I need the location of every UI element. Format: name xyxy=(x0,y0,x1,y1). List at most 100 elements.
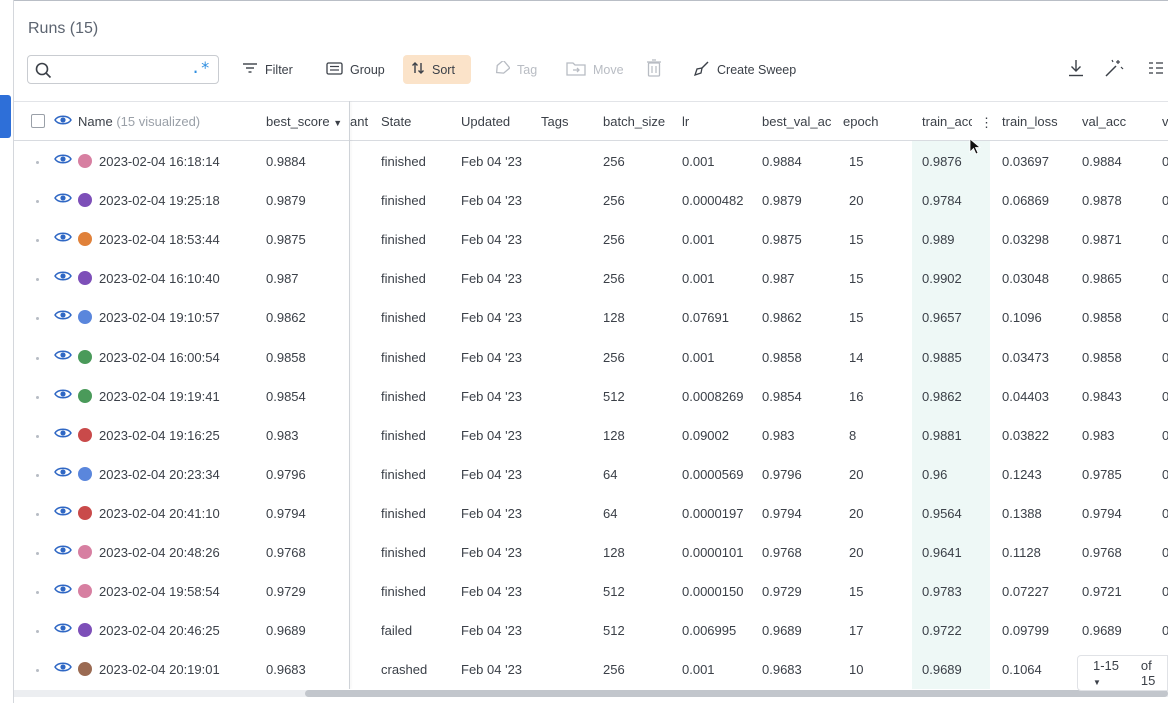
row-drag-handle[interactable] xyxy=(36,552,39,555)
run-name-link[interactable]: 2023-02-04 19:19:41 xyxy=(99,388,220,404)
table-row[interactable]: 2023-02-04 19:16:25 0.983 finished Feb 04 '… xyxy=(14,417,1168,456)
row-drag-handle[interactable] xyxy=(36,591,39,595)
table-row[interactable]: 2023-02-04 18:53:44 0.9875 finished Feb 04 … xyxy=(14,221,1168,260)
tag-button[interactable]: Tag xyxy=(486,55,545,84)
run-name-link[interactable]: 2023-02-04 20:48:26 xyxy=(99,545,220,560)
search-input[interactable]: .* xyxy=(27,55,219,84)
page-range-select[interactable]: 1-15 ▼ xyxy=(1093,658,1120,687)
row-drag-handle[interactable] xyxy=(36,434,39,438)
run-color-swatch[interactable] xyxy=(78,154,92,168)
create-sweep-button[interactable]: Create Sweep xyxy=(686,55,804,84)
run-color-swatch[interactable] xyxy=(78,232,92,247)
run-name-link[interactable]: 2023-02-04 20:46:25 xyxy=(99,623,220,639)
eye-icon[interactable] xyxy=(54,426,72,445)
column-header-truncated[interactable]: ant xyxy=(350,114,369,129)
row-drag-handle[interactable] xyxy=(36,200,39,204)
run-name-link[interactable]: 2023-02-04 16:00:54 xyxy=(99,349,220,365)
group-button[interactable]: Group xyxy=(318,55,393,84)
row-drag-handle[interactable] xyxy=(36,669,39,673)
row-drag-handle[interactable] xyxy=(36,278,39,282)
column-header-train-acc[interactable]: train_acc xyxy=(922,114,972,129)
table-row[interactable]: 2023-02-04 20:46:25 0.9689 failed Feb 04 '2… xyxy=(14,612,1168,651)
run-name-link[interactable]: 2023-02-04 20:23:34 xyxy=(99,466,220,482)
row-drag-handle[interactable] xyxy=(36,630,39,634)
column-header-epoch[interactable]: epoch xyxy=(843,114,879,129)
download-button[interactable] xyxy=(1064,55,1088,84)
regex-toggle[interactable]: .* xyxy=(190,58,210,77)
eye-icon[interactable] xyxy=(54,621,72,640)
select-all-checkbox[interactable] xyxy=(31,114,45,128)
row-drag-handle[interactable] xyxy=(36,512,39,516)
eye-icon[interactable] xyxy=(54,348,72,367)
row-drag-handle[interactable] xyxy=(36,356,39,360)
eye-icon[interactable] xyxy=(54,387,72,406)
row-drag-handle[interactable] xyxy=(36,317,39,321)
column-header-batch-size[interactable]: batch_size xyxy=(603,114,666,129)
run-name-link[interactable]: 2023-02-04 19:25:18 xyxy=(99,193,220,209)
run-color-swatch[interactable] xyxy=(78,349,92,364)
filter-button[interactable]: Filter xyxy=(234,55,301,84)
table-row[interactable]: 2023-02-04 19:58:54 0.9729 finished Feb 04 … xyxy=(14,573,1168,612)
run-color-swatch[interactable] xyxy=(78,193,92,208)
column-header-val-acc[interactable]: val_acc xyxy=(1082,114,1127,129)
table-row[interactable]: 2023-02-04 20:41:10 0.9794 finished Feb 04 … xyxy=(14,495,1168,534)
run-name-link[interactable]: 2023-02-04 19:16:25 xyxy=(99,427,220,443)
column-menu-icon[interactable]: ⋮ xyxy=(980,115,993,130)
sidebar-active-indicator[interactable] xyxy=(0,95,11,138)
eye-icon[interactable] xyxy=(54,582,72,601)
table-row[interactable]: 2023-02-04 19:19:41 0.9854 finished Feb 04 … xyxy=(14,378,1168,417)
run-name-link[interactable]: 2023-02-04 19:10:57 xyxy=(99,310,220,326)
run-color-swatch[interactable] xyxy=(78,466,92,481)
eye-icon[interactable] xyxy=(54,113,72,132)
table-row[interactable]: 2023-02-04 20:19:01 0.9683 crashed Feb 04 '… xyxy=(14,651,1168,689)
table-row[interactable]: 2023-02-04 16:18:14 0.9884 finished Feb 04 … xyxy=(14,143,1168,182)
eye-icon[interactable] xyxy=(54,660,72,679)
eye-icon[interactable] xyxy=(54,504,72,523)
row-drag-handle[interactable] xyxy=(36,161,39,164)
pinned-columns-divider[interactable] xyxy=(349,101,350,689)
run-color-swatch[interactable] xyxy=(78,505,92,520)
column-header-name[interactable]: Name (15 visualized) xyxy=(78,114,201,129)
run-color-swatch[interactable] xyxy=(78,584,92,599)
horizontal-scrollbar-thumb[interactable] xyxy=(305,690,1168,697)
run-color-swatch[interactable] xyxy=(78,310,92,325)
column-header-truncated-right[interactable]: v xyxy=(1162,114,1168,129)
run-color-swatch[interactable] xyxy=(78,388,92,403)
run-color-swatch[interactable] xyxy=(78,623,92,638)
table-row[interactable]: 2023-02-04 20:23:34 0.9796 finished Feb 04 … xyxy=(14,456,1168,495)
column-header-updated[interactable]: Updated xyxy=(461,114,511,129)
run-name-link[interactable]: 2023-02-04 20:41:10 xyxy=(99,505,220,521)
table-row[interactable]: 2023-02-04 19:25:18 0.9879 finished Feb 04 … xyxy=(14,182,1168,221)
run-color-swatch[interactable] xyxy=(78,427,92,442)
table-row[interactable]: 2023-02-04 16:10:40 0.987 finished Feb 04 '… xyxy=(14,260,1168,299)
eye-icon[interactable] xyxy=(54,543,72,562)
column-header-best-val-acc[interactable]: best_val_ac xyxy=(762,114,832,129)
column-header-state[interactable]: State xyxy=(381,114,412,129)
column-header-train-loss[interactable]: train_loss xyxy=(1002,114,1058,129)
eye-icon[interactable] xyxy=(54,269,72,288)
eye-icon[interactable] xyxy=(54,465,72,484)
move-button[interactable]: Move xyxy=(558,55,632,84)
delete-button[interactable] xyxy=(638,55,670,84)
sort-button[interactable]: Sort xyxy=(403,55,471,84)
run-name-link[interactable]: 2023-02-04 20:19:01 xyxy=(99,662,220,678)
run-color-swatch[interactable] xyxy=(78,545,92,559)
row-drag-handle[interactable] xyxy=(36,473,39,477)
row-drag-handle[interactable] xyxy=(36,395,39,399)
eye-icon[interactable] xyxy=(54,191,72,210)
eye-icon[interactable] xyxy=(54,308,72,327)
table-row[interactable]: 2023-02-04 20:48:26 0.9768 finished Feb 04 … xyxy=(14,534,1168,573)
run-name-link[interactable]: 2023-02-04 16:18:14 xyxy=(99,154,220,169)
run-color-swatch[interactable] xyxy=(78,271,92,286)
run-color-swatch[interactable] xyxy=(78,662,92,677)
table-row[interactable]: 2023-02-04 16:00:54 0.9858 finished Feb 04 … xyxy=(14,339,1168,378)
run-name-link[interactable]: 2023-02-04 19:58:54 xyxy=(99,584,220,600)
table-row[interactable]: 2023-02-04 19:10:57 0.9862 finished Feb 04 … xyxy=(14,299,1168,338)
eye-icon[interactable] xyxy=(54,230,72,249)
column-header-best-score[interactable]: best_score ▼ xyxy=(266,114,343,129)
run-name-link[interactable]: 2023-02-04 16:10:40 xyxy=(99,271,220,287)
column-header-lr[interactable]: lr xyxy=(682,114,690,129)
row-drag-handle[interactable] xyxy=(36,239,39,243)
eye-icon[interactable] xyxy=(54,152,72,171)
columns-button[interactable] xyxy=(1144,55,1168,84)
